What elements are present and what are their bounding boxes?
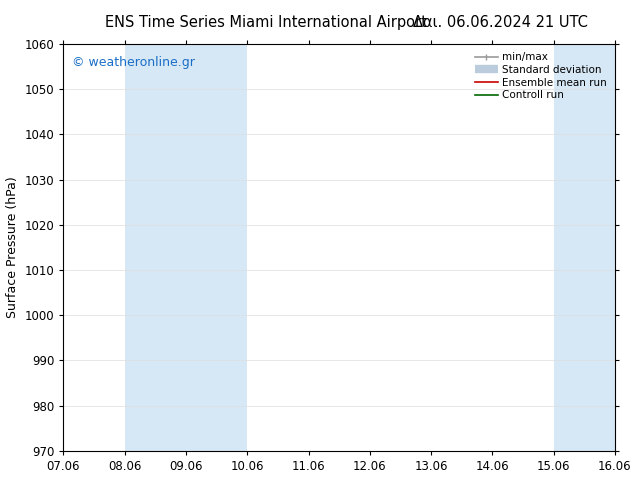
Bar	[615, 44, 634, 451]
Bar	[553, 44, 615, 451]
Bar	[125, 44, 186, 451]
Y-axis label: Surface Pressure (hPa): Surface Pressure (hPa)	[6, 176, 19, 318]
Legend: min/max, Standard deviation, Ensemble mean run, Controll run: min/max, Standard deviation, Ensemble me…	[472, 49, 610, 103]
Text: ENS Time Series Miami International Airport: ENS Time Series Miami International Airp…	[105, 15, 427, 30]
Bar	[186, 44, 247, 451]
Text: © weatheronline.gr: © weatheronline.gr	[72, 56, 195, 69]
Text: Δαι. 06.06.2024 21 UTC: Δαι. 06.06.2024 21 UTC	[413, 15, 588, 30]
